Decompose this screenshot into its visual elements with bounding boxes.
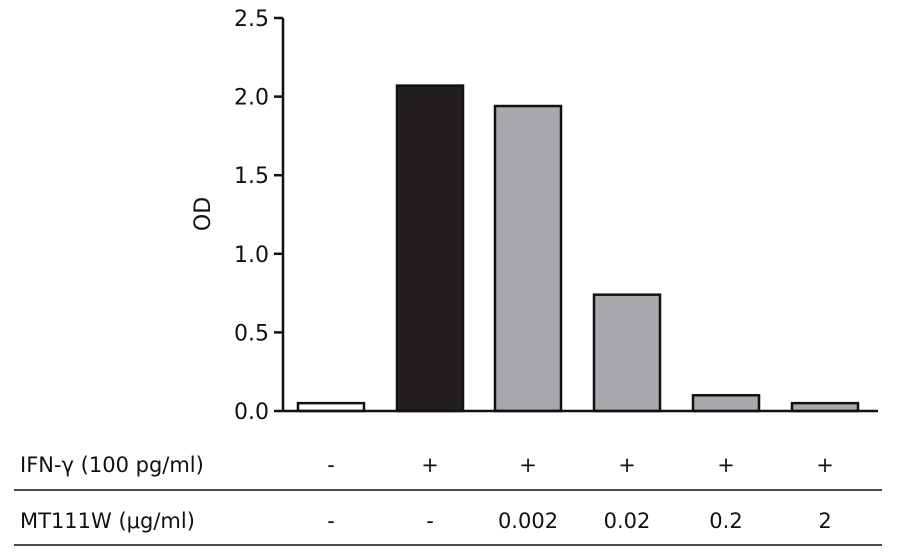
y-tick-label: 1.5	[234, 164, 269, 189]
condition-table: IFN-γ (100 pg/ml) - + + + + + MT111W (μg/ml) - - 0…	[14, 453, 882, 546]
bar-5	[691, 394, 761, 413]
y-tick-label: 0.5	[234, 321, 269, 346]
condition-row-label: IFN-γ (100 pg/ml)	[20, 453, 204, 477]
bar-3	[493, 104, 563, 413]
y-tick-label: 2.0	[234, 86, 269, 111]
condition-cell: +	[618, 453, 636, 477]
condition-cell: +	[717, 453, 735, 477]
condition-cell: -	[426, 509, 434, 533]
y-axis-title: OD	[191, 197, 216, 231]
y-axis-ticks: 0.0 0.5 1.0 1.5 2.0 2.5	[234, 7, 283, 425]
condition-cell: 0.02	[604, 509, 651, 533]
bar-2	[395, 84, 465, 413]
bars	[296, 84, 860, 413]
condition-cell: 2	[818, 509, 831, 533]
condition-cell: -	[327, 453, 335, 477]
condition-cell: +	[421, 453, 439, 477]
bar-4	[592, 293, 662, 413]
y-tick-label: 1.0	[234, 243, 269, 268]
condition-cell: 0.2	[709, 509, 742, 533]
condition-cell: +	[519, 453, 537, 477]
y-tick-label: 2.5	[234, 7, 269, 32]
y-tick-label: 0.0	[234, 400, 269, 425]
condition-row-label: MT111W (μg/ml)	[20, 509, 195, 533]
condition-cell: -	[327, 509, 335, 533]
condition-cell: 0.002	[498, 509, 558, 533]
condition-cell: +	[816, 453, 834, 477]
